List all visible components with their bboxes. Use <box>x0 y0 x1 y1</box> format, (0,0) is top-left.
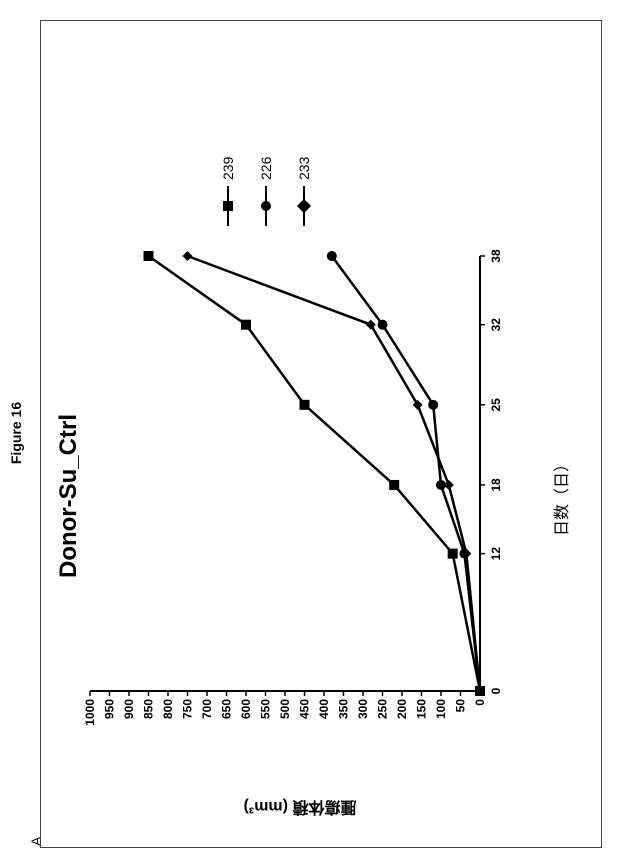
svg-text:300: 300 <box>356 699 370 719</box>
svg-text:750: 750 <box>181 699 195 719</box>
svg-text:38: 38 <box>489 249 503 263</box>
svg-text:200: 200 <box>395 699 409 719</box>
svg-text:650: 650 <box>220 699 234 719</box>
svg-text:550: 550 <box>259 699 273 719</box>
svg-text:0: 0 <box>473 699 487 706</box>
svg-text:1000: 1000 <box>83 699 97 726</box>
legend-item: 239 <box>220 26 236 226</box>
x-axis-label: 日数（日） <box>548 246 572 746</box>
svg-text:500: 500 <box>278 699 292 719</box>
figure-label: Figure 16 <box>8 402 24 464</box>
svg-text:150: 150 <box>415 699 429 719</box>
svg-text:700: 700 <box>200 699 214 719</box>
svg-text:250: 250 <box>376 699 390 719</box>
svg-text:350: 350 <box>337 699 351 719</box>
chart-title: Donor-Su_Ctrl <box>55 246 83 746</box>
svg-text:50: 50 <box>454 699 468 713</box>
svg-text:850: 850 <box>142 699 156 719</box>
svg-text:800: 800 <box>161 699 175 719</box>
svg-text:32: 32 <box>489 318 503 332</box>
legend-item: 226 <box>258 26 274 226</box>
legend-label: 233 <box>296 157 312 180</box>
svg-text:18: 18 <box>489 478 503 492</box>
legend-marker-circle <box>259 186 273 226</box>
page-inner: Figure 16 A Donor-Su_Ctrl 腫瘍体積 (mm³) 050… <box>0 0 622 866</box>
svg-text:25: 25 <box>489 398 503 412</box>
plot-area: 0501001502002503003504004505005506006507… <box>80 246 520 746</box>
svg-text:900: 900 <box>122 699 136 719</box>
svg-text:450: 450 <box>298 699 312 719</box>
legend-label: 239 <box>220 157 236 180</box>
plot-svg: 0501001502002503003504004505005506006507… <box>80 246 520 746</box>
legend-marker-square <box>221 186 235 226</box>
legend-label: 226 <box>258 157 274 180</box>
svg-text:12: 12 <box>489 547 503 561</box>
svg-text:0: 0 <box>489 687 503 694</box>
legend-marker-diamond <box>297 186 311 226</box>
svg-text:400: 400 <box>317 699 331 719</box>
svg-text:100: 100 <box>434 699 448 719</box>
page-rotated-container: Figure 16 A Donor-Su_Ctrl 腫瘍体積 (mm³) 050… <box>0 244 622 866</box>
svg-text:950: 950 <box>103 699 117 719</box>
legend-item: 233 <box>296 26 312 226</box>
y-axis-label: 腫瘍体積 (mm³) <box>80 801 520 821</box>
svg-text:600: 600 <box>239 699 253 719</box>
legend: 239 226 233 <box>220 26 334 226</box>
